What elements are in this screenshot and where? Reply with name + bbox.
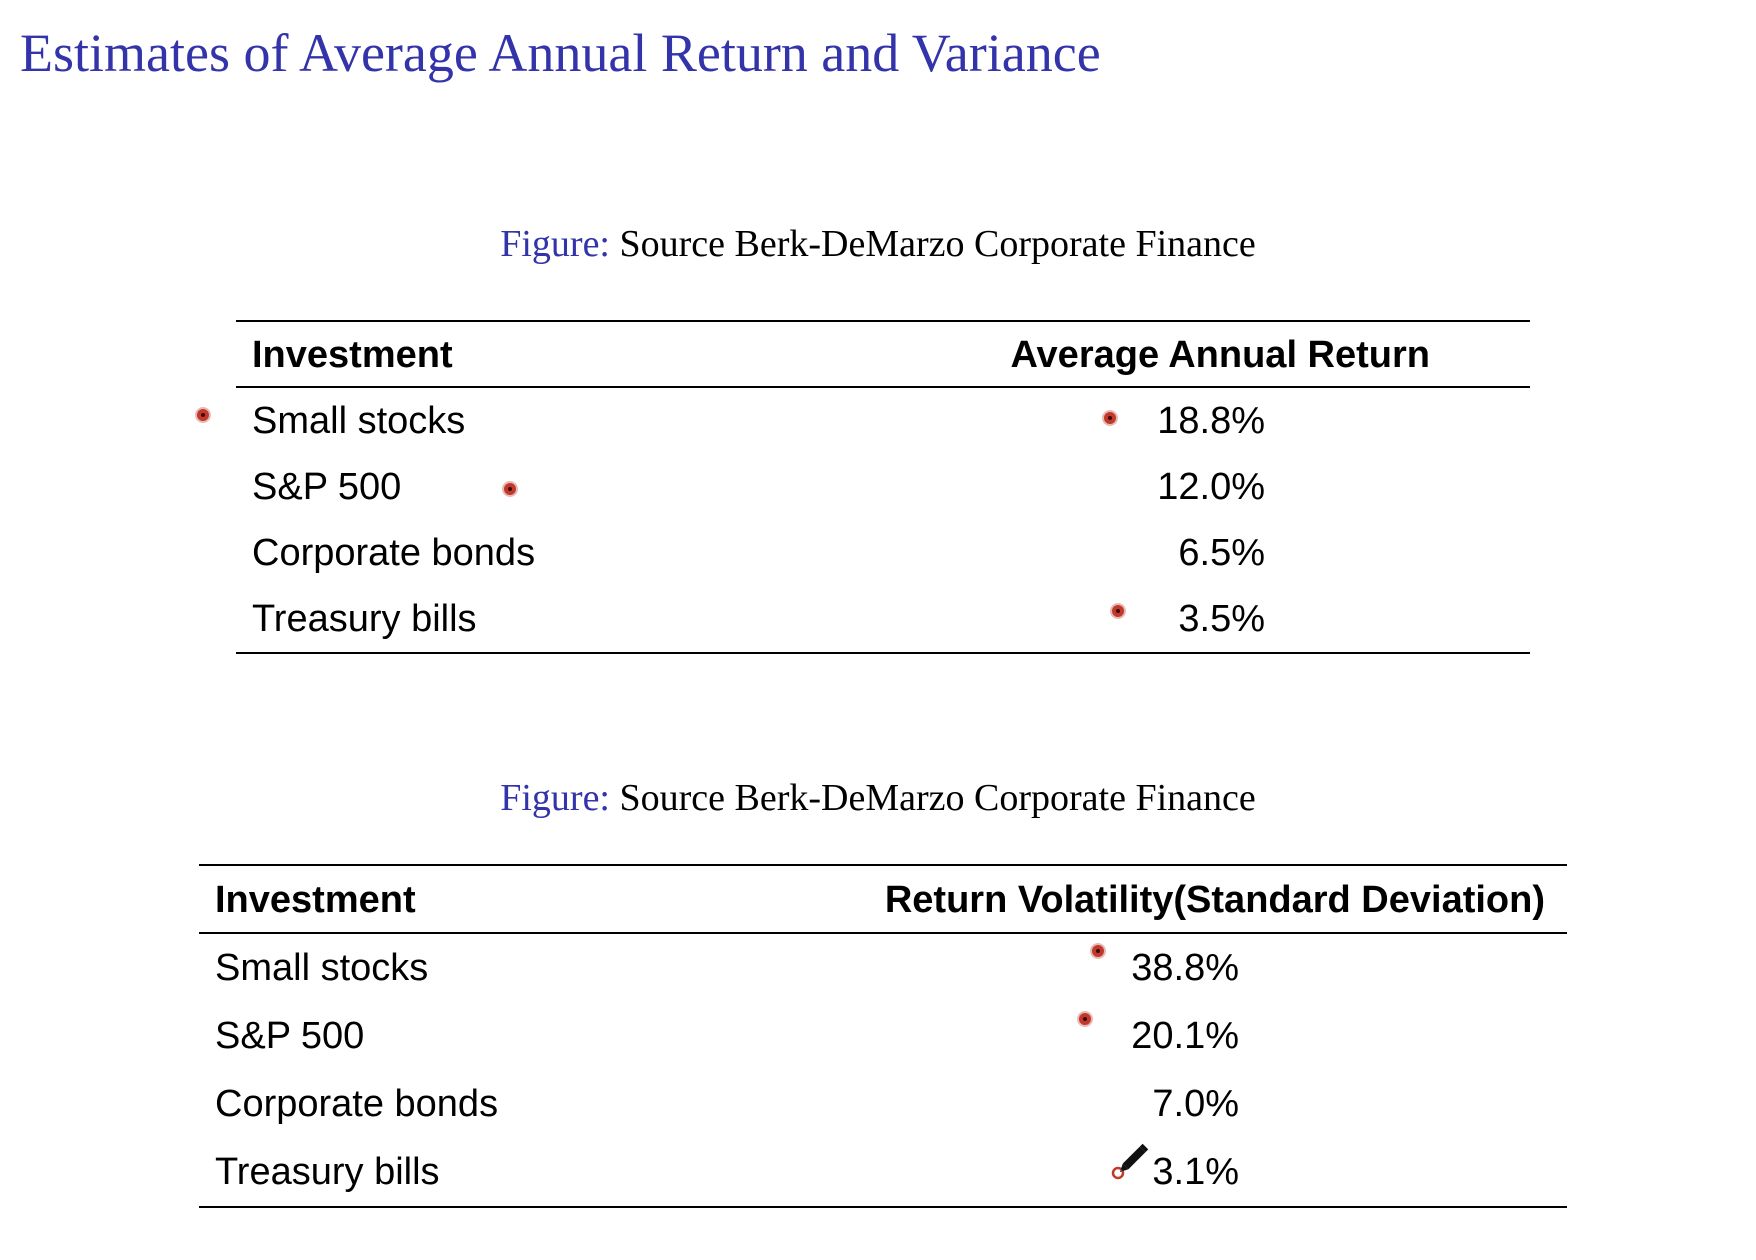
annotation-dot (1112, 605, 1124, 617)
pencil-icon[interactable] (1110, 1138, 1154, 1182)
volatility-cell: 3.1% (624, 1138, 1567, 1208)
investment-cell: Treasury bills (236, 586, 716, 654)
table-row: S&P 500 12.0% (236, 454, 1530, 520)
annotation-dot (1092, 945, 1104, 957)
investment-cell: Small stocks (252, 399, 466, 442)
return-cell: 12.0% (1157, 465, 1265, 508)
figure-1-caption: Figure: Source Berk-DeMarzo Corporate Fi… (0, 222, 1756, 266)
investment-cell: S&P 500 (215, 1014, 365, 1057)
caption-text: Source Berk-DeMarzo Corporate Finance (619, 223, 1256, 265)
table-row: Small stocks 18.8% (236, 387, 1530, 454)
investment-cell: S&P 500 (252, 465, 402, 508)
annotation-dot (504, 483, 516, 495)
table-row: Small stocks 38.8% (199, 933, 1567, 1002)
annotation-dot (197, 409, 209, 421)
annotation-dot (1104, 412, 1116, 424)
table-header-row: Investment Average Annual Return (236, 320, 1530, 388)
investment-cell: Corporate bonds (215, 1082, 499, 1125)
investment-cell: Small stocks (215, 946, 429, 989)
return-cell: 6.5% (1178, 531, 1265, 574)
volatility-cell: 20.1% (1131, 1014, 1239, 1057)
table-header-row: Investment Return Volatility(Standard De… (199, 864, 1567, 934)
table-row: Treasury bills 3.1% (199, 1138, 1567, 1208)
slide-title: Estimates of Average Annual Return and V… (20, 23, 1101, 83)
volatility-cell: 38.8% (1131, 946, 1239, 989)
return-cell: 3.5% (715, 586, 1530, 654)
return-table: Investment Average Annual Return Small s… (236, 320, 1530, 654)
investment-cell: Treasury bills (199, 1138, 625, 1208)
table-row: Corporate bonds 6.5% (236, 520, 1530, 586)
annotation-dot (1079, 1013, 1091, 1025)
return-cell: 18.8% (1157, 399, 1265, 442)
figure-2-caption: Figure: Source Berk-DeMarzo Corporate Fi… (0, 776, 1756, 820)
table-row: Treasury bills 3.5% (236, 586, 1530, 654)
header-average-annual-return: Average Annual Return (715, 320, 1530, 388)
header-return-volatility: Return Volatility(Standard Deviation) (624, 864, 1567, 934)
caption-label: Figure: (500, 777, 610, 819)
header-investment: Investment (199, 864, 625, 934)
header-investment: Investment (236, 320, 716, 388)
volatility-table: Investment Return Volatility(Standard De… (199, 864, 1567, 1208)
investment-cell: Corporate bonds (252, 531, 536, 574)
caption-label: Figure: (500, 223, 610, 265)
caption-text: Source Berk-DeMarzo Corporate Finance (619, 777, 1256, 819)
table-row: S&P 500 20.1% (199, 1002, 1567, 1070)
volatility-cell: 7.0% (1152, 1082, 1239, 1125)
table-row: Corporate bonds 7.0% (199, 1070, 1567, 1138)
